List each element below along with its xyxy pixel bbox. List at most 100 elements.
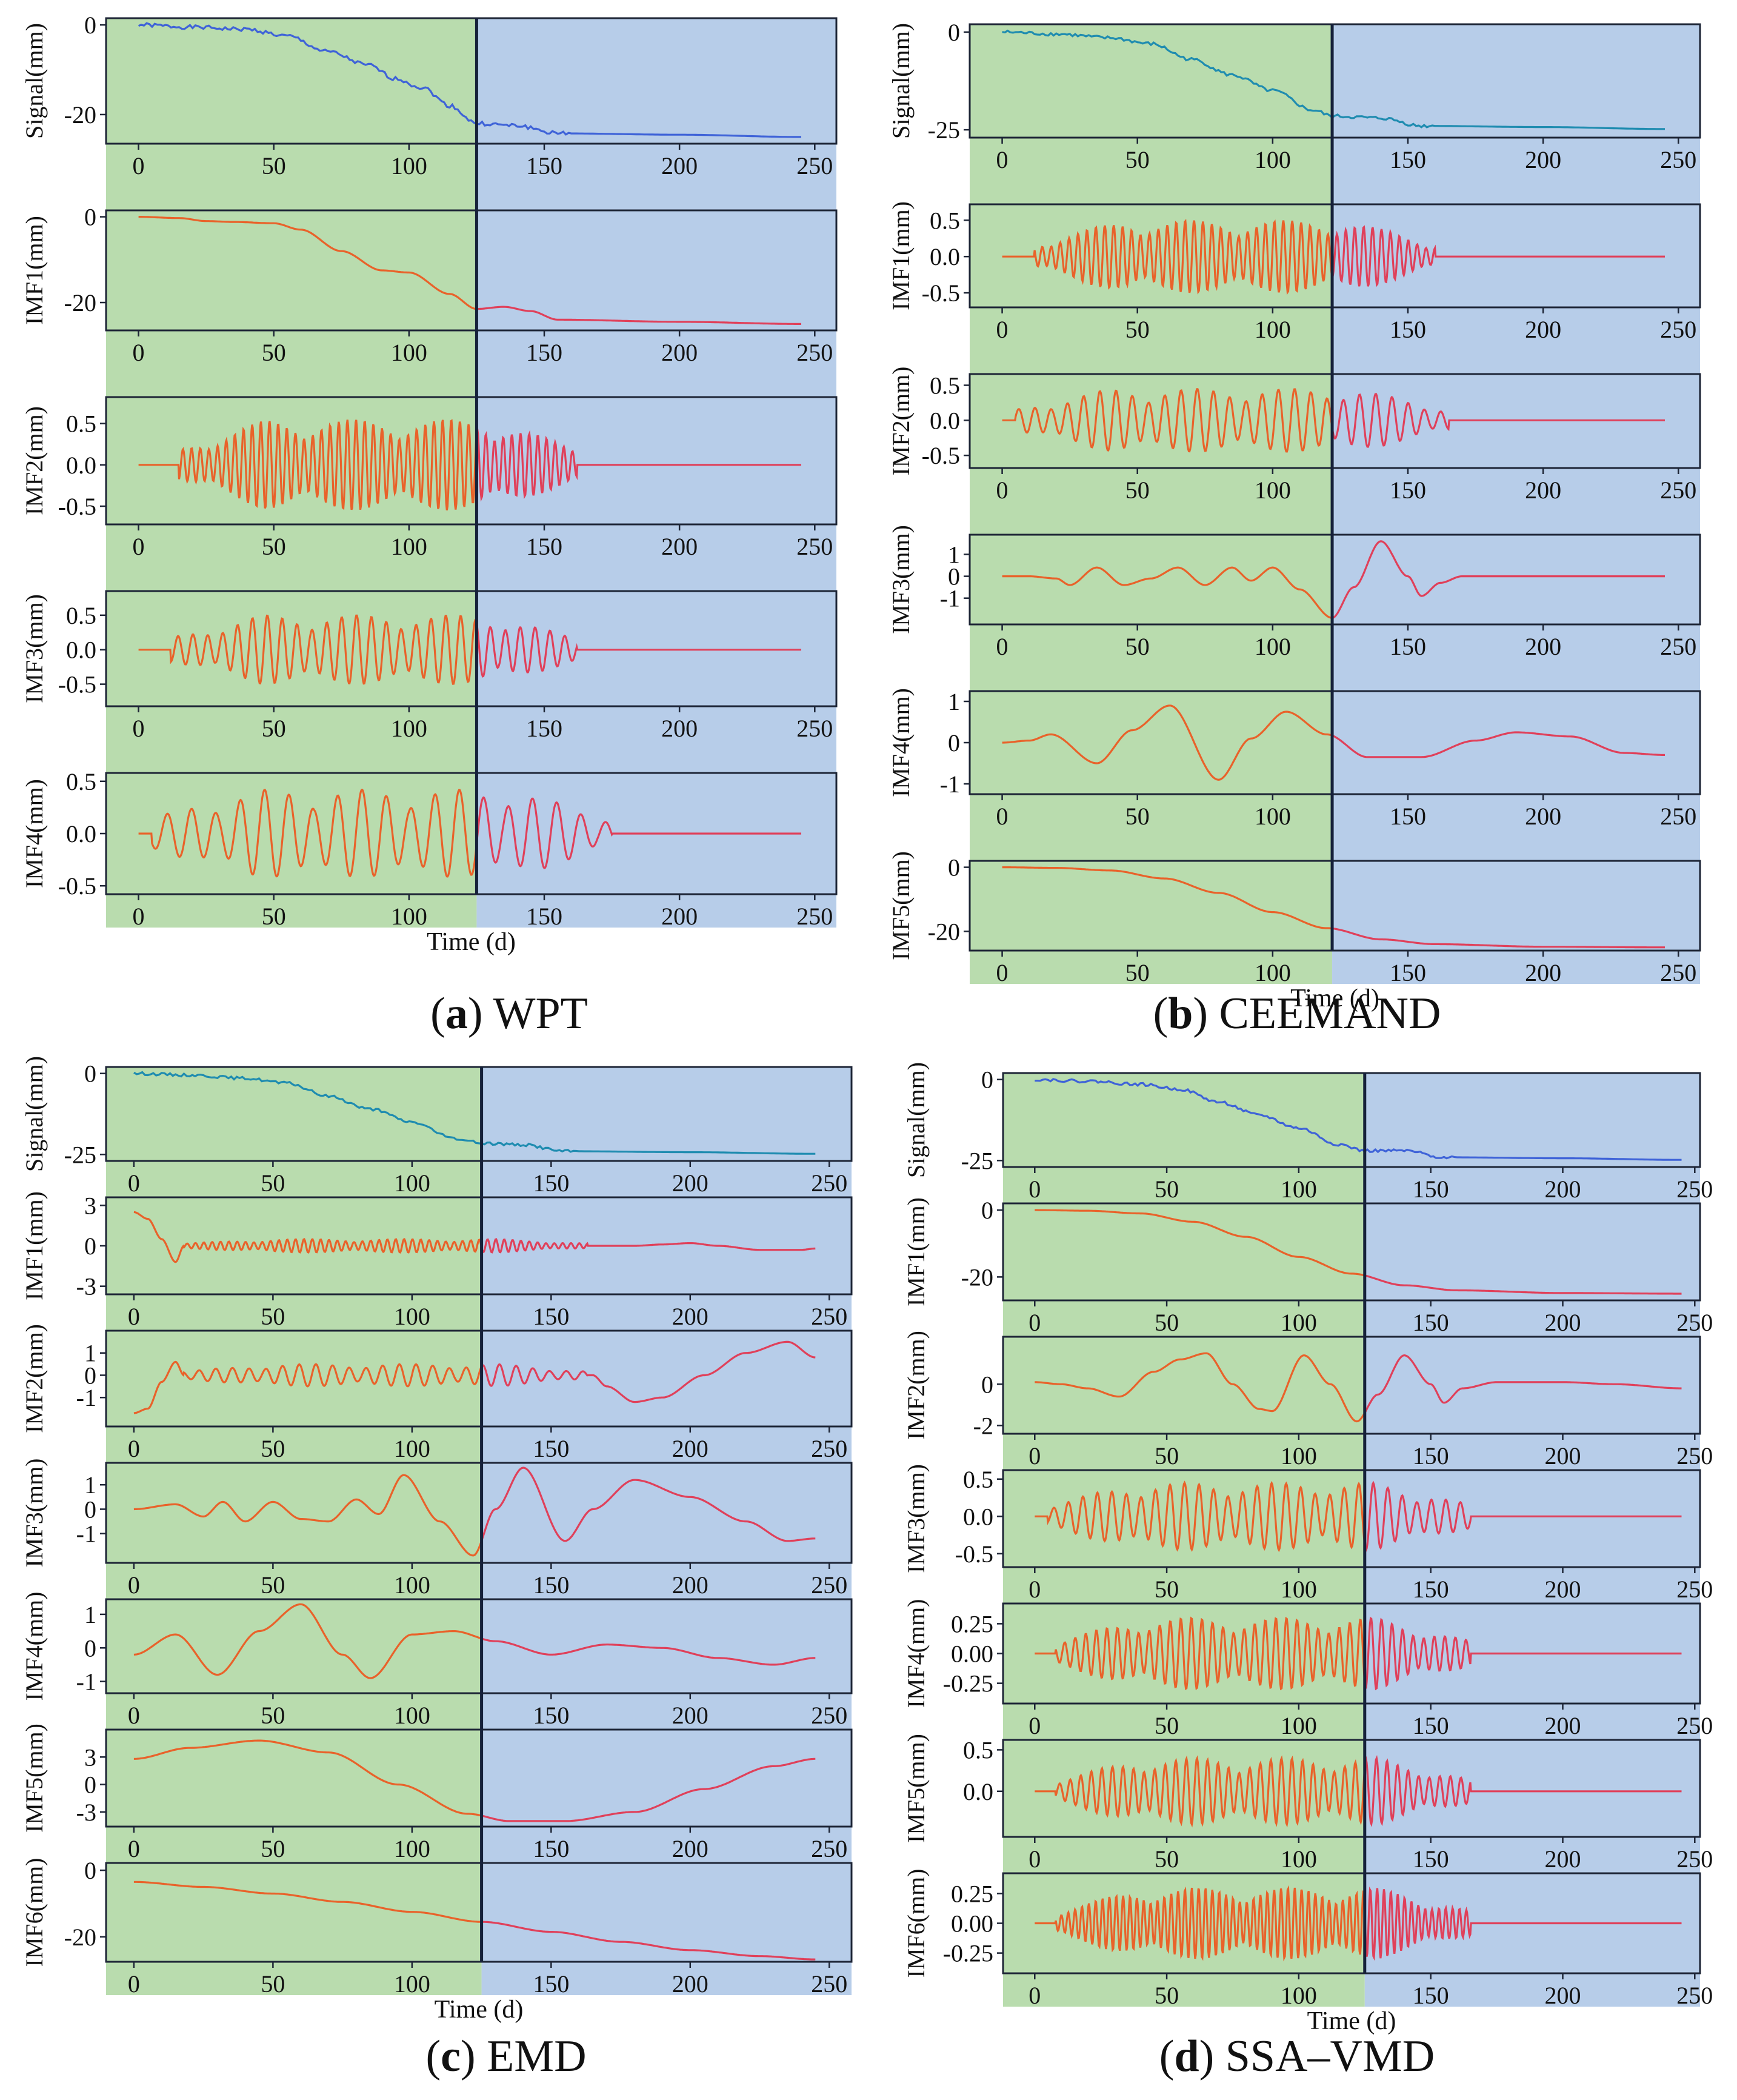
x-tick-label: 0 [1029,1712,1041,1739]
x-tick-label: 0 [996,477,1009,504]
x-tick-label: 100 [1281,1442,1317,1470]
train-region [1003,1073,1365,2007]
x-tick-label: 250 [1660,803,1696,830]
x-tick-label: 100 [391,152,427,179]
x-tick-label: 250 [796,339,833,366]
y-axis-label: IMF4(mm) [902,1599,930,1708]
series-train-line [138,216,477,310]
y-axis-label: IMF4(mm) [21,1592,48,1701]
series-train-line [1035,1352,1366,1423]
x-tick-label: 150 [1390,633,1426,660]
series-train-line [133,1360,483,1414]
y-axis-label: Signal(mm) [21,1056,48,1172]
test-region [1364,1073,1700,2007]
x-tick-label: 250 [811,1435,847,1462]
axes-frame [1002,1739,1701,1838]
x-tick-label: 250 [1660,477,1696,504]
series-train-line [1035,1755,1366,1828]
y-tick-label: -25 [961,1147,993,1174]
series-train-line [133,1881,482,1923]
y-tick-label: -0.5 [955,1540,993,1568]
y-tick-label: 0.5 [963,1466,993,1493]
y-tick-label: 1 [84,1471,96,1499]
y-tick-label: 0.00 [951,1640,993,1668]
series-test-line [1331,393,1665,448]
y-tick-label: 0 [948,729,960,757]
x-tick-label: 250 [1676,1712,1713,1739]
x-tick-label: 200 [672,1571,708,1599]
x-tick-label: 150 [1390,316,1426,343]
y-axis-label: IMF1(mm) [21,216,48,325]
y-tick-label: 0.5 [66,410,96,438]
series-test-line [481,1757,816,1822]
test-region [476,18,836,928]
x-tick-label: 100 [391,533,427,560]
axes-frame [1002,1202,1701,1302]
x-tick-label: 200 [672,1970,708,1998]
caption-b: (b) CEEMAND [1153,989,1441,1038]
x-tick-label: 250 [811,1835,847,1862]
x-tick-label: 100 [1255,477,1291,504]
y-tick-label: -20 [64,289,96,316]
x-tick-label: 250 [1660,316,1696,343]
x-tick-label: 50 [261,1169,285,1197]
series-train-line [138,614,478,685]
axes-frame [105,17,838,145]
y-tick-label: 0 [948,563,960,590]
x-tick-label: 100 [394,1435,430,1462]
series-train-line [1002,218,1333,295]
x-tick-label: 100 [391,715,427,742]
x-tick-label: 50 [262,152,286,179]
series-test-line [1364,1148,1682,1161]
axes-frame [105,1598,853,1694]
subplot-imf6mm: -0.250.00 0.25 0 50 100 150 200 250 IMF6(mm) [902,1869,1713,2010]
y-tick-label: -0.5 [58,493,96,520]
x-tick-label: 150 [1390,146,1426,173]
x-tick-label: 100 [1255,146,1291,173]
y-tick-label: -1 [76,1668,96,1696]
x-tick-label: 50 [1155,1845,1179,1873]
series-train-line [1035,1885,1366,1962]
x-tick-label: 50 [1125,959,1150,986]
axes-frame [969,23,1701,139]
y-tick-label: -0.25 [943,1670,993,1697]
y-tick-label: 3 [84,1192,96,1219]
series-train-line [133,1739,482,1817]
y-tick-label: 0 [948,19,960,46]
x-tick-label: 100 [394,1835,430,1862]
x-tick-label: 100 [1281,1175,1317,1203]
x-tick-label: 0 [128,1970,140,1998]
series-test-line [475,428,801,502]
y-axis-label: IMF3(mm) [21,594,48,703]
x-tick-label: 50 [1155,1576,1179,1603]
series-test-line [475,796,801,869]
y-tick-label: -1 [76,1384,96,1411]
caption-d: (d) SSA–VMD [1159,2031,1435,2081]
subplot-imf6mm: -20 0 0 50 100 150 200 250 IMF6(mm) [21,1857,853,1998]
x-tick-label: 200 [1544,1309,1581,1336]
y-axis-label: IMF5(mm) [902,1734,930,1843]
y-axis-label: Signal(mm) [21,23,48,139]
y-tick-label: 1 [84,1340,96,1367]
x-tick-label: 200 [1525,316,1561,343]
axes-frame [105,1862,853,1963]
axes-frame [1002,1072,1701,1168]
y-tick-label: 0.5 [66,768,96,795]
y-axis-label: IMF2(mm) [902,1331,930,1440]
series-train-line [1002,866,1333,930]
x-tick-label: 0 [133,715,145,742]
axes-frame [105,1462,853,1564]
x-tick-label: 50 [261,1435,285,1462]
x-tick-label: 50 [262,903,286,930]
y-tick-label: 0 [948,854,960,881]
series-train-line [133,1211,483,1263]
y-tick-label: 0.5 [66,602,96,629]
x-tick-label: 50 [261,1835,285,1862]
x-tick-label: 200 [672,1303,708,1330]
axes-frame [105,1329,853,1428]
x-tick-label: 100 [1281,1712,1317,1739]
subplot-imf4mm: -0.5 0.0 0.5 0 50 100 150 200 250 IMF4(mm) [21,768,838,930]
